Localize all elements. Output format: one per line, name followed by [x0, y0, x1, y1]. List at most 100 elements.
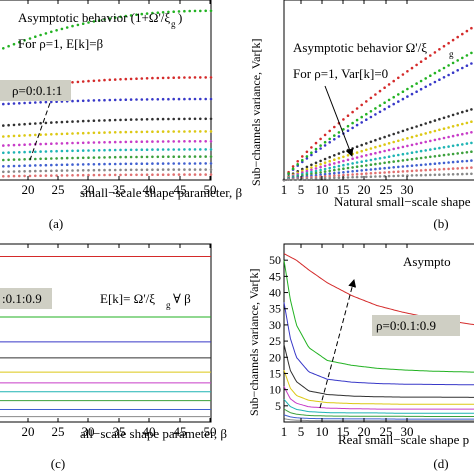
data-point: [92, 149, 96, 152]
series-line: [283, 414, 474, 420]
data-point: [135, 118, 138, 121]
data-point: [151, 162, 154, 165]
data-point: [172, 148, 175, 151]
data-point: [124, 148, 128, 152]
data-point: [387, 134, 391, 137]
data-point: [199, 9, 202, 13]
data-point: [456, 160, 460, 163]
data-point: [301, 177, 304, 181]
data-point: [108, 118, 112, 122]
data-point: [167, 168, 170, 171]
data-point: [429, 54, 432, 57]
data-point: [337, 160, 341, 164]
data-point: [456, 172, 460, 176]
data-point: [34, 35, 37, 38]
data-point: [183, 140, 186, 143]
data-point: [124, 162, 128, 166]
data-point: [135, 173, 138, 177]
data-point: [167, 130, 170, 133]
data-point: [360, 121, 364, 124]
data-point: [424, 173, 428, 177]
data-point: [374, 93, 377, 96]
data-point: [360, 149, 364, 153]
data-point: [337, 164, 341, 168]
series-5: [283, 370, 474, 405]
data-point: [383, 107, 386, 111]
data-point: [108, 162, 112, 166]
data-point: [204, 155, 207, 158]
data-point: [456, 35, 460, 39]
data-point: [387, 83, 391, 86]
data-point: [113, 148, 117, 152]
data-point: [346, 176, 350, 179]
data-point: [456, 143, 460, 147]
series-11: [282, 172, 473, 182]
y-tick-label: 15: [269, 366, 281, 380]
data-point: [183, 97, 186, 101]
data-point: [374, 175, 377, 178]
data-point: [209, 155, 213, 158]
data-point: [342, 167, 345, 170]
data-point: [346, 163, 350, 166]
data-point: [28, 37, 32, 40]
annotation-arrow: [29, 102, 51, 161]
x-tick-label: 30: [82, 182, 95, 197]
x-tick-label: 20: [358, 182, 371, 197]
data-point: [323, 161, 327, 164]
data-point: [145, 98, 149, 101]
data-point: [415, 125, 418, 128]
x-tick-label: 25: [52, 424, 65, 439]
data-point: [103, 141, 106, 144]
data-point: [429, 168, 432, 172]
annotation-mean: E[k]= Ω'/ξ: [100, 291, 155, 306]
data-point: [323, 144, 327, 147]
data-point: [346, 114, 350, 117]
series-8: [283, 408, 474, 417]
data-point: [23, 170, 26, 173]
data-point: [172, 162, 175, 165]
data-point: [337, 168, 341, 171]
data-point: [87, 156, 90, 159]
data-point: [451, 113, 455, 117]
data-point: [337, 176, 341, 179]
x-axis-label: all−scale shape parameter, β: [80, 426, 227, 441]
data-point: [410, 164, 414, 167]
data-point: [60, 120, 64, 124]
data-point: [305, 167, 309, 171]
data-point: [465, 54, 469, 57]
data-point: [392, 147, 396, 151]
data-point: [465, 132, 469, 135]
data-point: [140, 77, 144, 80]
data-point: [7, 44, 10, 48]
data-point: [188, 173, 191, 176]
data-point: [44, 174, 48, 177]
data-point: [401, 159, 405, 162]
data-point: [383, 135, 386, 139]
data-point: [167, 10, 170, 14]
data-point: [97, 99, 101, 102]
data-point: [360, 115, 364, 119]
x-tick-label: 30: [82, 424, 95, 439]
data-point: [209, 148, 213, 151]
data-point: [193, 173, 197, 176]
data-point: [92, 131, 96, 135]
annotation-subscript: g: [171, 19, 176, 29]
data-point: [161, 155, 165, 158]
data-point: [383, 166, 386, 170]
data-point: [314, 169, 318, 173]
data-point: [392, 174, 396, 178]
data-point: [397, 76, 400, 80]
data-point: [465, 64, 469, 67]
data-point: [92, 141, 96, 144]
data-point: [470, 166, 473, 169]
data-point: [71, 24, 74, 28]
data-point: [406, 137, 409, 140]
data-point: [140, 130, 144, 134]
data-point: [81, 173, 85, 177]
data-point: [7, 102, 10, 106]
data-point: [378, 104, 382, 107]
data-point: [429, 173, 432, 177]
data-point: [7, 158, 10, 162]
data-point: [383, 86, 386, 89]
data-point: [23, 122, 26, 126]
